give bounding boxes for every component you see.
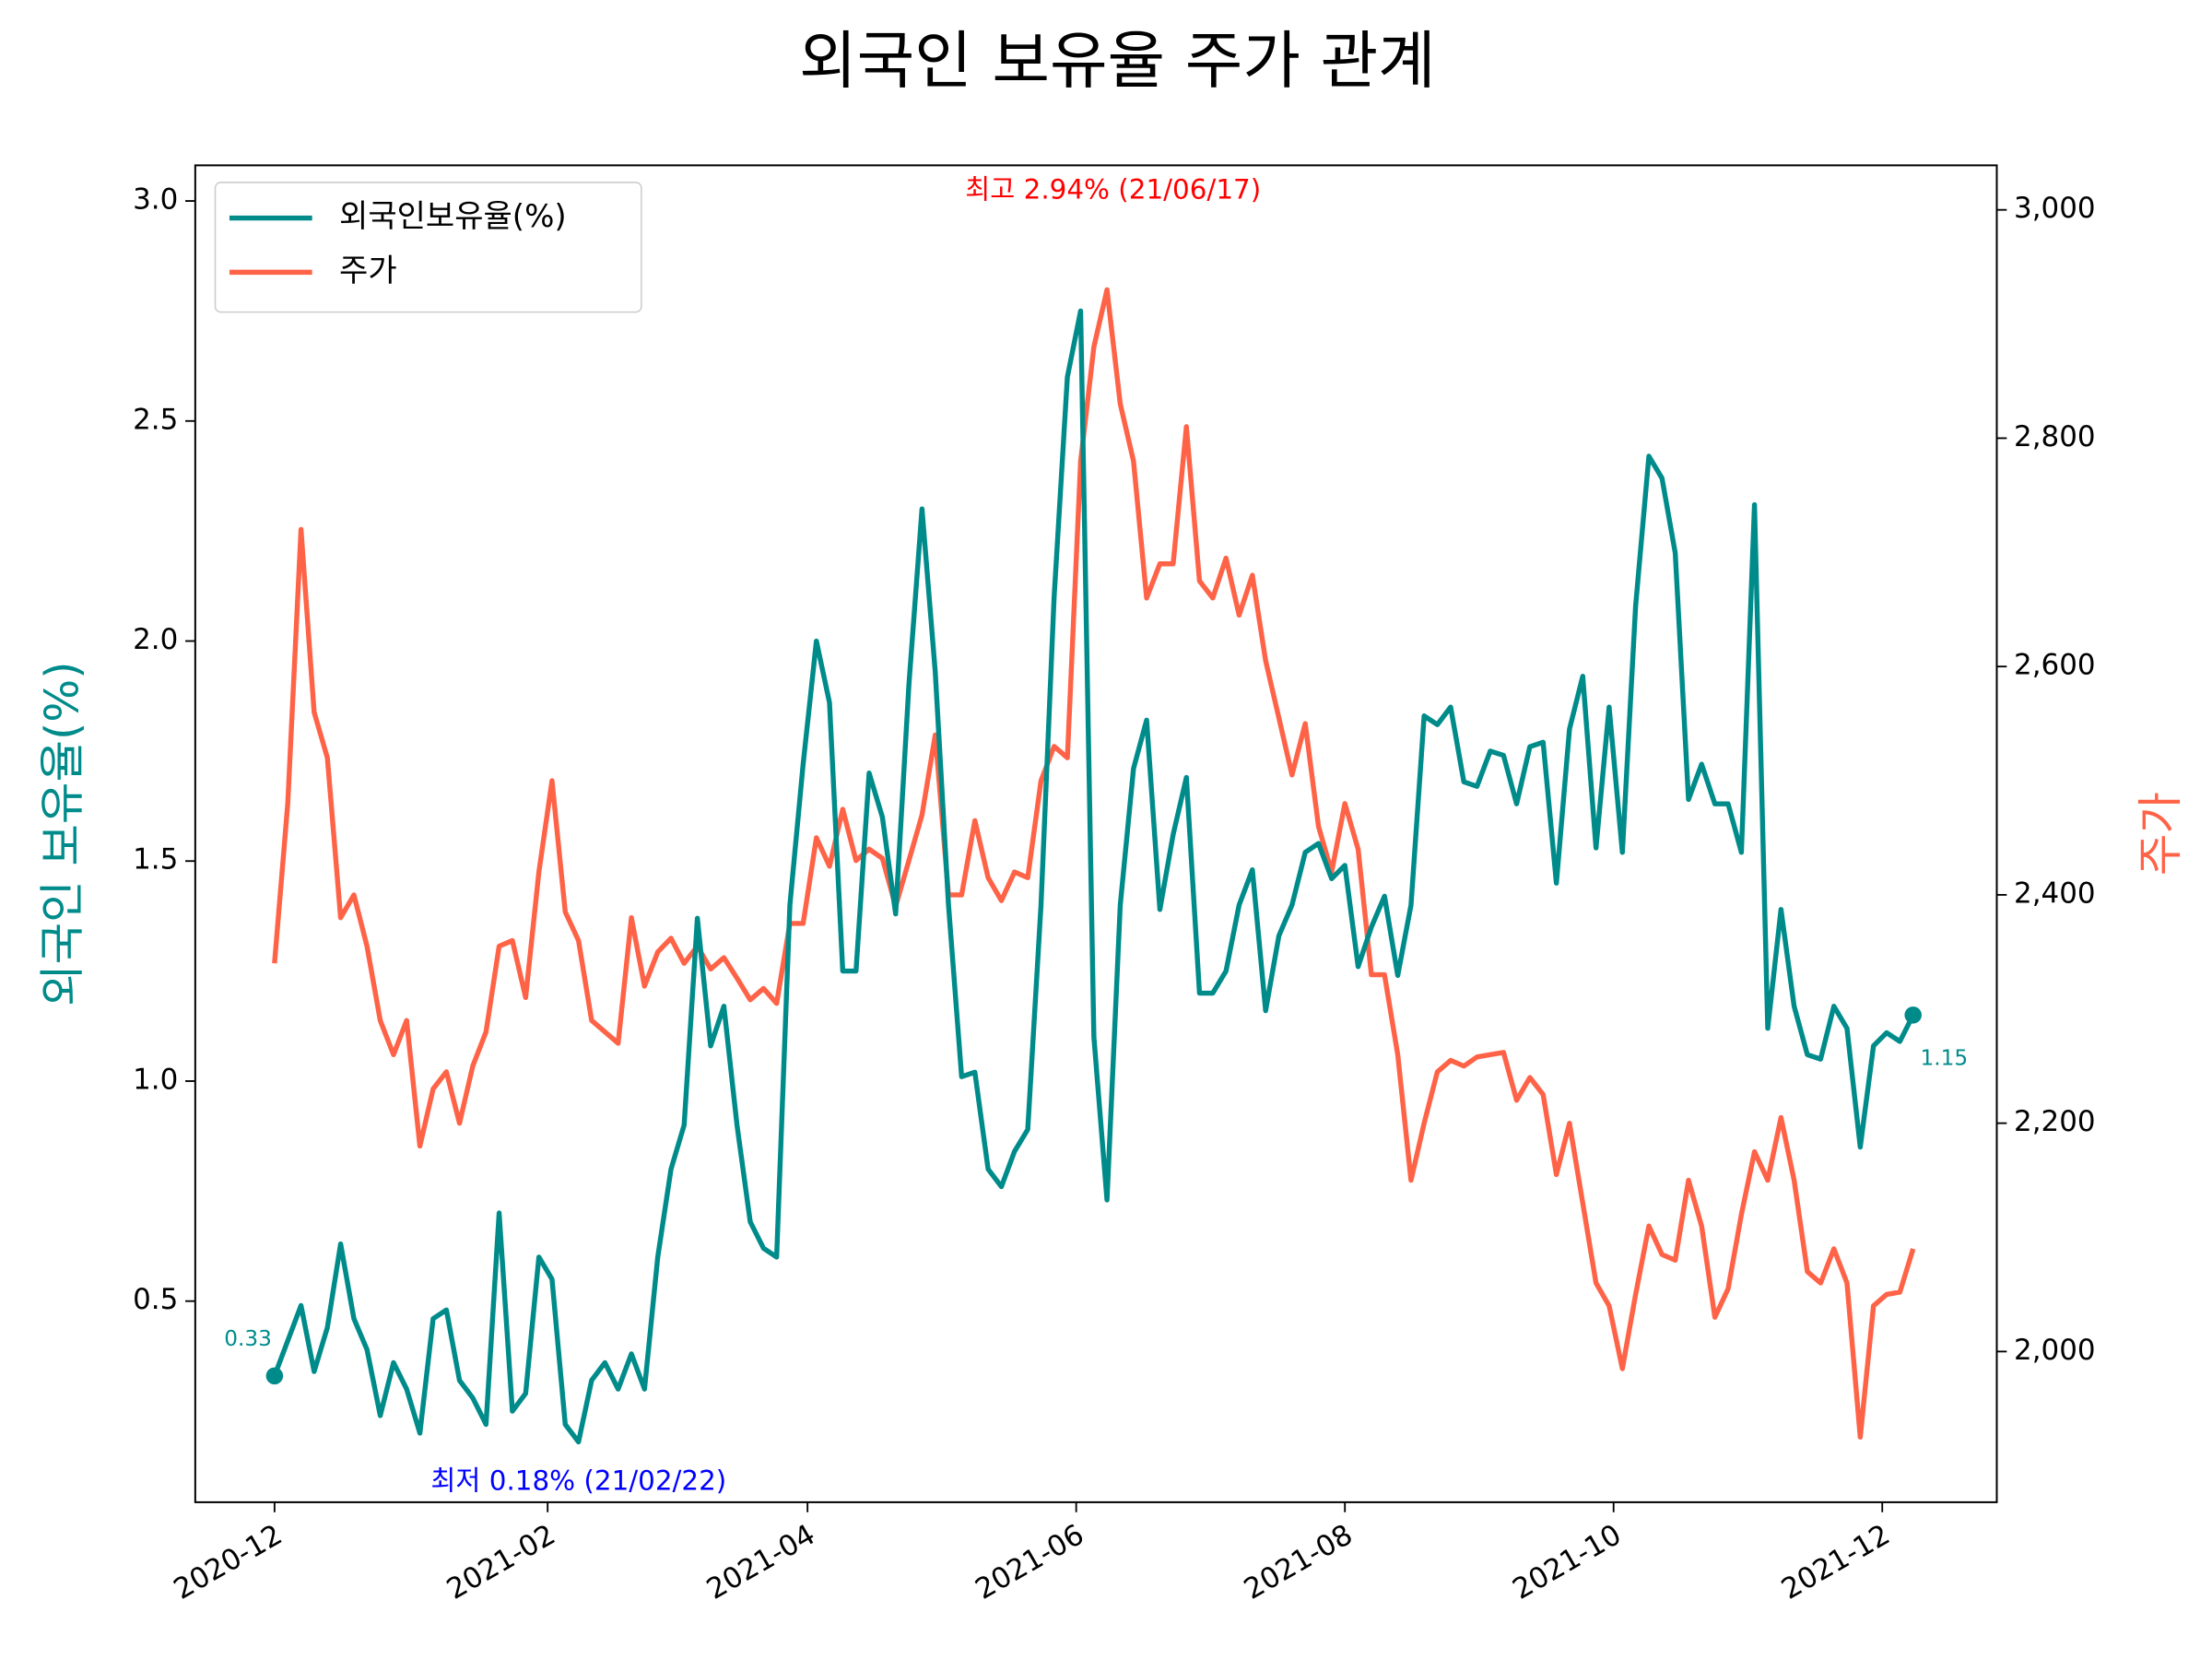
x-tick-label: 2021-06 (970, 1518, 1089, 1606)
y-tick-label: 1.5 (133, 843, 178, 877)
x-tick-label: 2021-12 (1776, 1518, 1896, 1606)
y2-tick-label: 2,800 (2014, 420, 2095, 453)
x-tick-label: 2021-08 (1239, 1518, 1359, 1606)
y2-tick-label: 2,000 (2014, 1334, 2095, 1367)
start-label: 0.33 (224, 1326, 272, 1351)
series-line (272, 287, 1916, 1440)
legend-box (214, 182, 642, 313)
y2-tick-label: 2,400 (2014, 877, 2095, 910)
y-tick-label: 1.0 (133, 1063, 178, 1096)
series-line (272, 308, 1916, 1445)
y2-axis-label: 주가 (2134, 792, 2187, 876)
y-tick-label: 0.5 (133, 1283, 178, 1316)
plot-frame (194, 164, 1998, 1503)
legend: 외국인보유율(%) 주가 (214, 182, 642, 313)
end-marker (1904, 1006, 1922, 1024)
y-axis-label: 외국인 보유율(%) (36, 661, 89, 1006)
min-annotation: 최저 0.18% (21/02/22) (430, 1465, 726, 1497)
y2-tick-label: 3,000 (2014, 192, 2095, 225)
x-tick-label: 2021-02 (441, 1518, 561, 1606)
y2-tick-label: 2,600 (2014, 649, 2095, 682)
x-tick-label: 2021-04 (701, 1518, 821, 1606)
x-tick-label: 2020-12 (168, 1518, 288, 1606)
legend-label: 외국인보유율(%) (339, 198, 567, 235)
end-marker (265, 1367, 284, 1385)
chart-title: 외국인 보유율 주가 관계 (799, 26, 1436, 99)
y-tick-label: 3.0 (133, 183, 178, 217)
y-tick-label: 2.0 (133, 623, 178, 656)
x-tick-label: 2021-10 (1507, 1518, 1627, 1606)
max-annotation: 최고 2.94% (21/06/17) (965, 174, 1261, 206)
end-label: 1.15 (1920, 1045, 1968, 1070)
legend-label: 주가 (339, 253, 397, 289)
y2-tick-label: 2,200 (2014, 1105, 2095, 1138)
y-tick-label: 2.5 (133, 403, 178, 436)
